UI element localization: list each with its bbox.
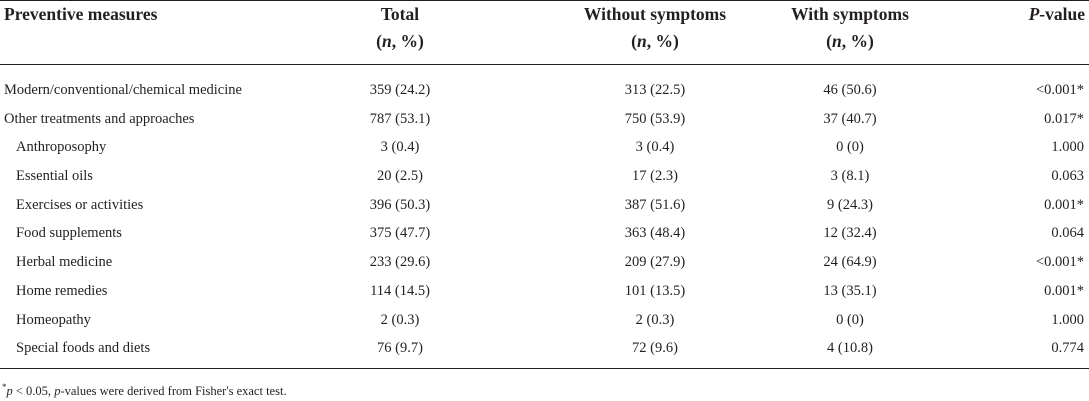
row-without-symptoms: 750 (53.9) <box>624 110 686 127</box>
row-p-value: 0.001* <box>1044 196 1084 213</box>
table-row: Essential oils 20 (2.5) 17 (2.3) 3 (8.1)… <box>0 162 1089 191</box>
row-p-value: <0.001* <box>1035 82 1084 98</box>
row-with-symptoms: 0 (0) <box>836 311 864 328</box>
row-total: 76 (9.7) <box>377 340 423 357</box>
header-without-symptoms: Without symptoms (n, %) <box>540 1 770 55</box>
table-row: Herbal medicine 233 (29.6) 209 (27.9) 24… <box>0 248 1089 277</box>
table-row: Exercises or activities 396 (50.3) 387 (… <box>0 191 1089 220</box>
row-with-symptoms: 9 (24.3) <box>827 196 873 213</box>
row-with-symptoms: 0 (0) <box>836 139 864 156</box>
row-label: Homeopathy <box>16 311 91 328</box>
header-total: Total (n, %) <box>340 1 460 55</box>
row-label: Other treatments and approaches <box>4 110 195 127</box>
table-row: Other treatments and approaches 787 (53.… <box>0 105 1089 134</box>
row-total: 359 (24.2) <box>369 82 431 98</box>
row-p-value: 0.001* <box>1044 282 1084 299</box>
table-row: Special foods and diets 76 (9.7) 72 (9.6… <box>0 334 1089 363</box>
row-without-symptoms: 101 (13.5) <box>624 282 686 299</box>
row-label: Exercises or activities <box>16 196 144 213</box>
table-header-rule <box>0 64 1089 65</box>
table-row: Home remedies 114 (14.5) 101 (13.5) 13 (… <box>0 277 1089 306</box>
row-without-symptoms: 17 (2.3) <box>632 168 678 185</box>
row-without-symptoms: 2 (0.3) <box>635 311 675 328</box>
table-row: Anthroposophy 3 (0.4) 3 (0.4) 0 (0) 1.00… <box>0 133 1089 162</box>
header-p-value: P-value <box>1028 4 1085 24</box>
row-with-symptoms: 12 (32.4) <box>823 225 877 242</box>
row-total: 3 (0.4) <box>380 139 420 156</box>
header-with-symptoms: With symptoms (n, %) <box>740 1 960 55</box>
header-with-units: (n, %) <box>826 31 874 51</box>
row-with-symptoms: 3 (8.1) <box>830 168 870 185</box>
row-without-symptoms: 313 (22.5) <box>624 82 686 98</box>
row-p-value: <0.001* <box>1035 254 1084 271</box>
row-without-symptoms: 387 (51.6) <box>624 196 686 213</box>
row-label: Anthroposophy <box>16 139 107 156</box>
row-label: Herbal medicine <box>16 254 113 271</box>
table-top-rule <box>0 0 1089 1</box>
header-without-units: (n, %) <box>631 31 679 51</box>
row-label: Food supplements <box>16 225 122 242</box>
row-total: 787 (53.1) <box>369 110 431 127</box>
row-total: 2 (0.3) <box>380 311 420 328</box>
header-preventive-measures: Preventive measures <box>4 4 158 24</box>
row-p-value: 0.064 <box>1051 225 1084 242</box>
table-body: Modern/conventional/chemical medicine 35… <box>0 76 1089 363</box>
header-total-units: (n, %) <box>376 31 424 51</box>
row-total: 20 (2.5) <box>377 168 423 185</box>
row-total: 114 (14.5) <box>370 282 430 299</box>
table-row: Modern/conventional/chemical medicine 35… <box>0 76 1089 105</box>
row-label: Essential oils <box>16 168 93 185</box>
row-without-symptoms: 72 (9.6) <box>632 340 678 357</box>
row-total: 396 (50.3) <box>369 196 431 213</box>
table-header: Preventive measures Total (n, %) Without… <box>0 0 1089 64</box>
table-row: Food supplements 375 (47.7) 363 (48.4) 1… <box>0 219 1089 248</box>
row-with-symptoms: 13 (35.1) <box>823 282 877 299</box>
row-label: Special foods and diets <box>16 340 151 357</box>
row-p-value: 1.000 <box>1051 139 1084 156</box>
row-total: 233 (29.6) <box>369 254 431 271</box>
row-label: Home remedies <box>16 282 108 299</box>
table-bottom-rule <box>0 368 1089 369</box>
row-p-value: 0.017* <box>1044 110 1084 127</box>
row-with-symptoms: 4 (10.8) <box>827 340 873 357</box>
row-label: Modern/conventional/chemical medicine <box>4 82 242 98</box>
table-row: Homeopathy 2 (0.3) 2 (0.3) 0 (0) 1.000 <box>0 306 1089 335</box>
row-without-symptoms: 3 (0.4) <box>635 139 675 156</box>
row-p-value: 1.000 <box>1051 311 1084 328</box>
row-p-value: 0.774 <box>1051 340 1084 357</box>
table-footnote: *p < 0.05, p-values were derived from Fi… <box>2 382 287 399</box>
row-p-value: 0.063 <box>1051 168 1084 185</box>
row-with-symptoms: 46 (50.6) <box>823 82 877 98</box>
row-with-symptoms: 37 (40.7) <box>823 110 877 127</box>
row-without-symptoms: 209 (27.9) <box>624 254 686 271</box>
row-with-symptoms: 24 (64.9) <box>823 254 877 271</box>
row-without-symptoms: 363 (48.4) <box>624 225 686 242</box>
row-total: 375 (47.7) <box>369 225 431 242</box>
